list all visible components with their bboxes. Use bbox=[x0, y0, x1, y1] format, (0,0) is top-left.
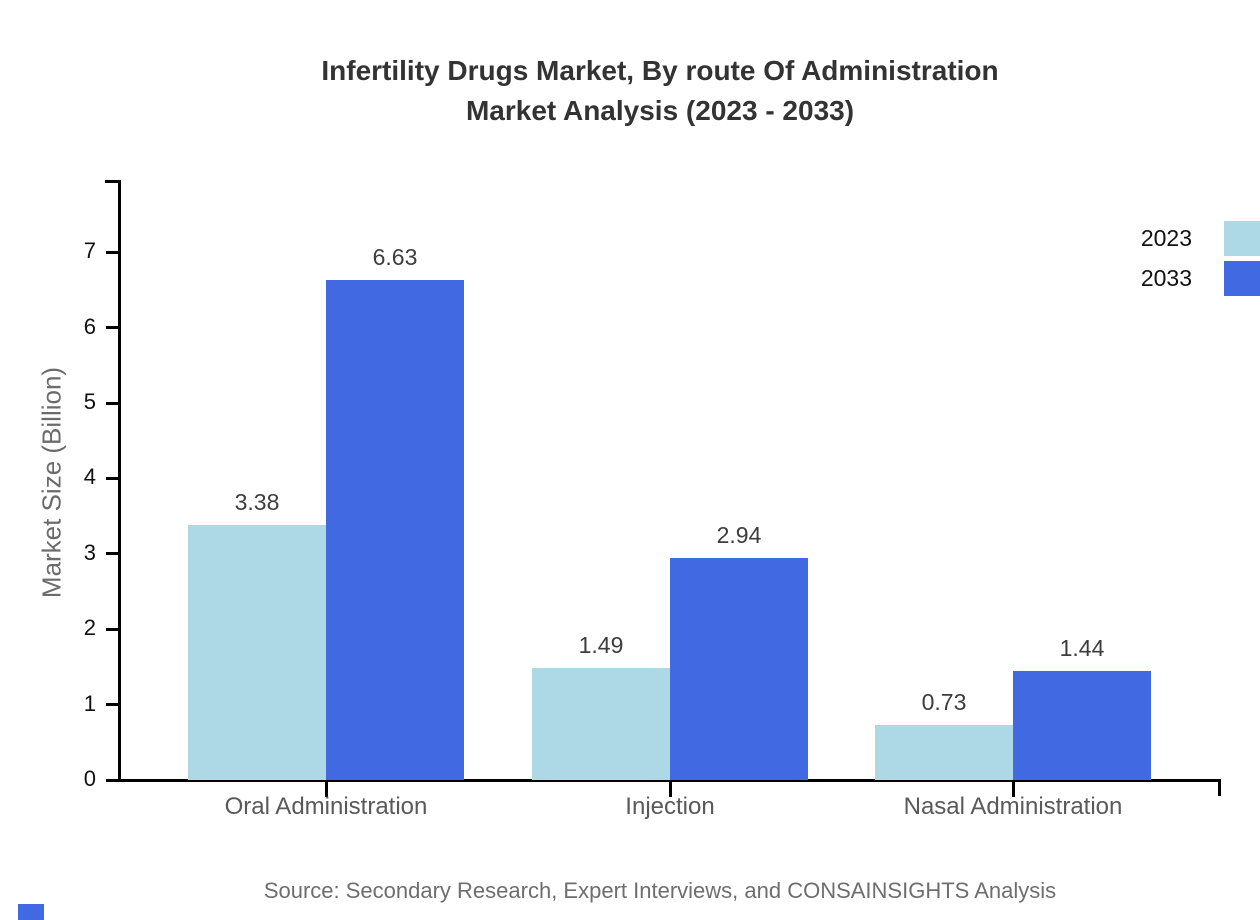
source-attribution: Source: Secondary Research, Expert Inter… bbox=[263, 878, 1057, 903]
bar-value-2033-category-0: 6.63 bbox=[372, 244, 418, 271]
x-category-label-0: Oral Administration bbox=[224, 793, 428, 820]
y-tick-label-1: 1 bbox=[83, 690, 96, 716]
bar-value-2023-category-1: 1.49 bbox=[578, 631, 624, 658]
y-tick-label-7: 7 bbox=[83, 238, 96, 264]
y-axis-line bbox=[118, 180, 121, 782]
x-tick-2 bbox=[1011, 780, 1015, 797]
legend-swatch-2023 bbox=[1224, 221, 1260, 256]
y-tick-label-6: 6 bbox=[83, 313, 96, 339]
y-tick-6 bbox=[106, 326, 120, 330]
y-tick-3 bbox=[106, 552, 120, 556]
y-tick-label-0: 0 bbox=[83, 766, 96, 791]
y-tick-label-5: 5 bbox=[83, 389, 96, 414]
legend-label-2023: 2023 bbox=[1140, 225, 1192, 251]
brand-mark bbox=[18, 904, 44, 920]
legend-label-2033: 2033 bbox=[1140, 265, 1192, 291]
y-tick-label-4: 4 bbox=[83, 464, 96, 490]
y-tick-label-3: 3 bbox=[83, 539, 96, 565]
bar-value-2023-category-0: 3.38 bbox=[234, 489, 280, 516]
x-axis-endcap-tick bbox=[1218, 779, 1221, 796]
bar-2033-category-2 bbox=[1013, 671, 1151, 780]
legend-swatch-2033 bbox=[1224, 261, 1260, 296]
x-tick-1 bbox=[668, 780, 672, 797]
bar-2023-category-2 bbox=[875, 724, 1013, 780]
y-tick-2 bbox=[106, 627, 120, 631]
x-tick-0 bbox=[324, 780, 328, 797]
bar-2033-category-1 bbox=[670, 558, 808, 780]
chart-title-line1: Infertility Drugs Market, By route Of Ad… bbox=[321, 55, 999, 86]
y-tick-0 bbox=[106, 778, 120, 782]
y-tick-1 bbox=[106, 703, 120, 707]
bar-value-2023-category-2: 0.73 bbox=[921, 688, 967, 715]
bar-value-2033-category-2: 1.44 bbox=[1059, 635, 1105, 662]
bar-2033-category-0 bbox=[326, 280, 464, 780]
x-category-label-1: Injection bbox=[625, 793, 715, 820]
y-axis-endcap-tick bbox=[105, 180, 119, 183]
y-tick-7 bbox=[106, 250, 120, 254]
bar-value-2033-category-1: 2.94 bbox=[716, 522, 762, 549]
y-tick-label-2: 2 bbox=[83, 615, 96, 641]
bar-2023-category-0 bbox=[188, 525, 326, 780]
y-tick-5 bbox=[106, 401, 120, 405]
bar-2023-category-1 bbox=[532, 667, 670, 780]
chart-title-line2: Market Analysis (2023 - 2033) bbox=[465, 95, 855, 126]
x-category-label-2: Nasal Administration bbox=[903, 793, 1123, 820]
y-tick-4 bbox=[106, 476, 120, 480]
